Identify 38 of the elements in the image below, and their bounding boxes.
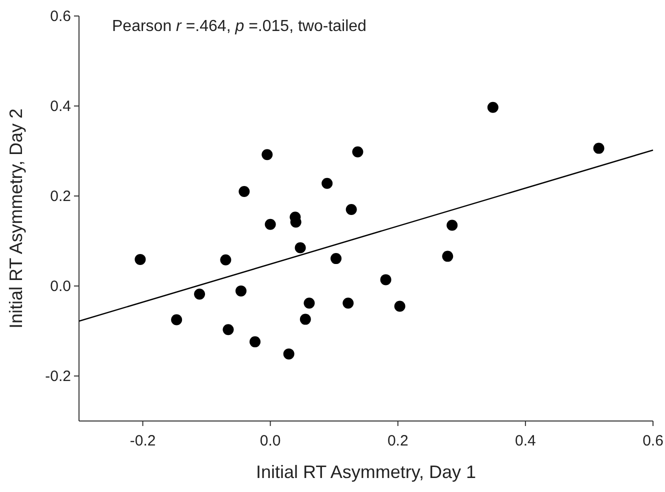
point [238, 186, 250, 197]
point [593, 142, 604, 154]
point [222, 324, 234, 336]
y-tick-label: 0.0 [50, 278, 71, 295]
point [442, 250, 454, 262]
x-tick-label: 0.4 [515, 432, 536, 450]
annotation: Pearson r =.464, p =.015, two-tailed [112, 18, 366, 35]
point [262, 149, 273, 160]
x-tick-label: 0.0 [260, 432, 281, 450]
point [380, 274, 392, 286]
point [134, 254, 146, 265]
point [342, 298, 354, 309]
point [194, 288, 206, 300]
point [352, 146, 364, 158]
x-tick-label: 0.2 [387, 432, 408, 450]
point [330, 253, 342, 264]
point [446, 220, 458, 231]
y-tick-label: -0.2 [45, 368, 71, 385]
point [220, 254, 232, 266]
point [264, 218, 276, 230]
x-axis-title: Initial RT Asymmetry, Day 1 [256, 462, 476, 482]
point [300, 314, 311, 325]
point [171, 314, 182, 326]
point [294, 242, 306, 254]
point [304, 298, 315, 309]
point [394, 300, 406, 312]
y-tick-label: 0.2 [50, 188, 71, 205]
x-tick-label: -0.2 [130, 432, 156, 450]
point [235, 285, 246, 296]
point [322, 178, 333, 189]
y-tick-label: 0.6 [50, 8, 71, 25]
point [487, 102, 498, 113]
point [283, 348, 294, 360]
point [346, 204, 357, 215]
x-tick-label: 0.6 [642, 432, 664, 450]
y-axis-title: Initial RT Asymmetry, Day 2 [6, 108, 26, 329]
y-tick-label: 0.4 [50, 98, 71, 115]
point [250, 336, 261, 348]
